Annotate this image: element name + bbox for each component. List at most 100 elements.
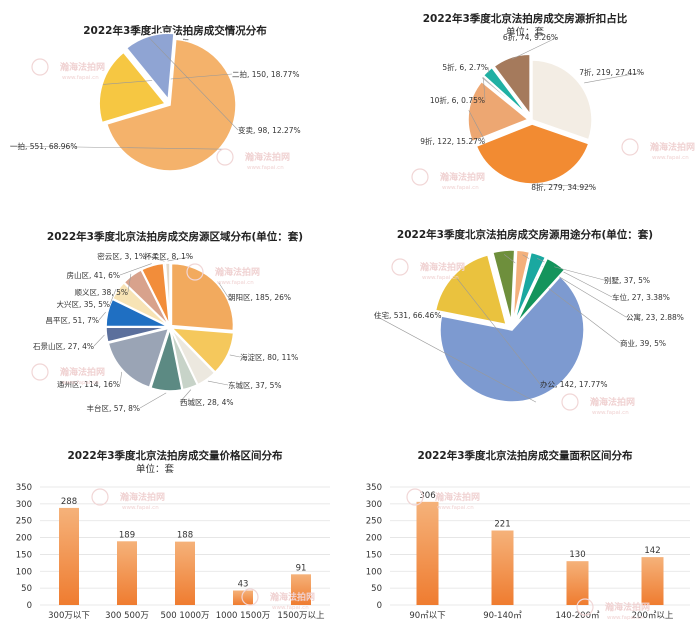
slice-label: 密云区, 3, 1% [97, 251, 146, 261]
slice-label: 海淀区, 80, 11% [240, 352, 298, 362]
chart-title: 2022年3季度北京法拍房成交量面积区间分布 [417, 450, 633, 462]
y-tick-label: 100 [16, 567, 32, 577]
leader-line [456, 277, 541, 385]
x-tick-label: 500 1000万 [160, 611, 209, 621]
leader-line [139, 392, 167, 409]
y-tick-label: 250 [366, 517, 382, 527]
pie-slice [149, 326, 183, 392]
bar [491, 530, 514, 605]
x-tick-label: 300 500万 [105, 611, 149, 621]
pie-slice [125, 32, 175, 102]
watermark-logo-icon [406, 488, 424, 506]
chart-title: 2022年3季度北京法拍房成交房源区域分布(单位：套) [46, 231, 304, 243]
bar-value-label: 288 [61, 497, 77, 507]
y-tick-label: 100 [366, 567, 382, 577]
x-tick-label: 1500万以上 [277, 611, 325, 621]
bar [175, 541, 195, 605]
watermark-logo-icon [561, 393, 579, 411]
leader-line [149, 37, 239, 131]
leader-line [533, 183, 597, 188]
slice-label: 5折, 6, 2.7% [442, 62, 488, 72]
watermark-logo-icon [186, 263, 204, 281]
bar-value-label: 91 [296, 563, 307, 573]
watermark-logo-icon [216, 148, 234, 166]
slice-label: 朝阳区, 185, 26% [228, 293, 291, 302]
leader-line [373, 314, 537, 403]
y-tick-label: 50 [371, 584, 382, 594]
pie-slice [512, 249, 531, 323]
watermark-logo-icon [31, 58, 49, 76]
pie-chart-usage: 住宅, 531, 66.46% 办公, 142, 17.77% 商业, 39, 5%… [373, 249, 684, 416]
watermark-url: www.fapai.cn [607, 615, 644, 621]
watermark-text: 瀚海法拍网 [440, 171, 485, 183]
leader-line [9, 145, 225, 150]
pie-chart-discount: 7折, 219, 27.41% 8折, 279, 34.92% 9折, 122, 1… [411, 32, 695, 192]
leader-line [511, 36, 559, 60]
slice-label: 10折, 6, 0.75% [430, 95, 485, 105]
pie-slice [482, 66, 529, 117]
watermark-url: www.fapai.cn [62, 380, 99, 386]
watermark-logo-icon [391, 258, 409, 276]
slice-label: 房山区, 41, 6% [67, 270, 120, 280]
watermark-text: 瀚海法拍网 [245, 151, 290, 163]
watermark-text: 瀚海法拍网 [590, 396, 635, 408]
watermark-url: www.fapai.cn [437, 505, 474, 511]
x-tick-label: 90-140㎡ [483, 611, 522, 621]
leader-line [127, 273, 132, 293]
slice-label: 住宅, 531, 66.46% [374, 310, 441, 320]
y-tick-label: 0 [377, 601, 382, 611]
y-tick-label: 300 [366, 500, 382, 510]
slice-label: 公寓, 23, 2.88% [626, 312, 684, 322]
leader-line [98, 311, 106, 321]
chart-title: 2022年3季度北京法拍房成交房源用途分布(单位：套) [396, 229, 654, 241]
watermark-url: www.fapai.cn [247, 165, 284, 171]
leader-line [109, 289, 117, 305]
slice-label: 顺义区, 38, 5% [75, 288, 128, 297]
watermark-url: www.fapai.cn [422, 275, 459, 281]
slice-label: 怀柔区, 8, 1% [144, 251, 193, 261]
bar-chart-price-range: 0 50 100 150 200 250 300 350 288 300万以下 189 300 500… [16, 483, 330, 621]
bar [566, 561, 589, 605]
pie-slice [169, 326, 235, 374]
bar [641, 557, 664, 605]
leader-line [119, 371, 122, 385]
pie-slice [105, 298, 169, 328]
watermark-text: 瀚海法拍网 [215, 266, 260, 278]
pie-slice [493, 53, 531, 117]
watermark-url: www.fapai.cn [652, 155, 689, 161]
leader-line [93, 334, 105, 347]
watermark-text: 瀚海法拍网 [120, 491, 165, 503]
slice-label: 办公, 142, 17.77% [540, 379, 607, 389]
bar-value-label: 43 [238, 580, 249, 590]
chart-panel-usage: 2022年3季度北京法拍房成交房源用途分布(单位：套) 住宅, 531, 66.… [350, 215, 700, 430]
slice-label: 别墅, 37, 5% [604, 275, 650, 285]
y-tick-label: 50 [21, 584, 32, 594]
chart-subtitle: 单位：套 [135, 464, 174, 475]
slice-label: 一拍, 551, 68.96% [10, 141, 77, 151]
leader-line [218, 282, 229, 298]
pie-slice [105, 38, 237, 172]
chart-panel-price-range: 2022年3季度北京法拍房成交量价格区间分布 单位：套 0 50 100 150 200… [0, 430, 350, 641]
y-tick-label: 300 [16, 500, 32, 510]
slice-label: 车位, 27, 3.38% [612, 292, 670, 302]
watermark-url: www.fapai.cn [217, 280, 254, 286]
watermark-logo-icon [241, 588, 259, 606]
y-tick-label: 250 [16, 517, 32, 527]
chart-panel-auction-rounds: 2022年3季度北京法拍房成交情况分布 单位：套 一拍, 551, 68.96%… [0, 0, 350, 215]
chart-title: 2022年3季度北京法拍房成交房源折扣占比 [422, 13, 628, 25]
slice-label: 7折, 219, 27.41% [579, 67, 644, 77]
watermark-text: 瀚海法拍网 [605, 601, 650, 613]
pie-slice [491, 249, 516, 323]
chart-panel-discount: 2022年3季度北京法拍房成交房源折扣占比 单位：套 7折, 219, 27.4… [350, 0, 700, 215]
bar-value-label: 221 [494, 519, 510, 529]
pie-chart-district: 朝阳区, 185, 26% 海淀区, 80, 11% 东城区, 37, 5% 西城区,… [31, 251, 298, 413]
bar [59, 507, 79, 605]
pie-slice [439, 275, 585, 403]
slice-label: 商业, 39, 5% [620, 338, 666, 348]
leader-line [487, 66, 490, 73]
bar-value-label: 189 [119, 530, 135, 540]
watermark-url: www.fapai.cn [592, 410, 629, 416]
pie-slice [531, 59, 593, 141]
watermark-logo-icon [621, 138, 639, 156]
y-tick-label: 200 [366, 534, 382, 544]
